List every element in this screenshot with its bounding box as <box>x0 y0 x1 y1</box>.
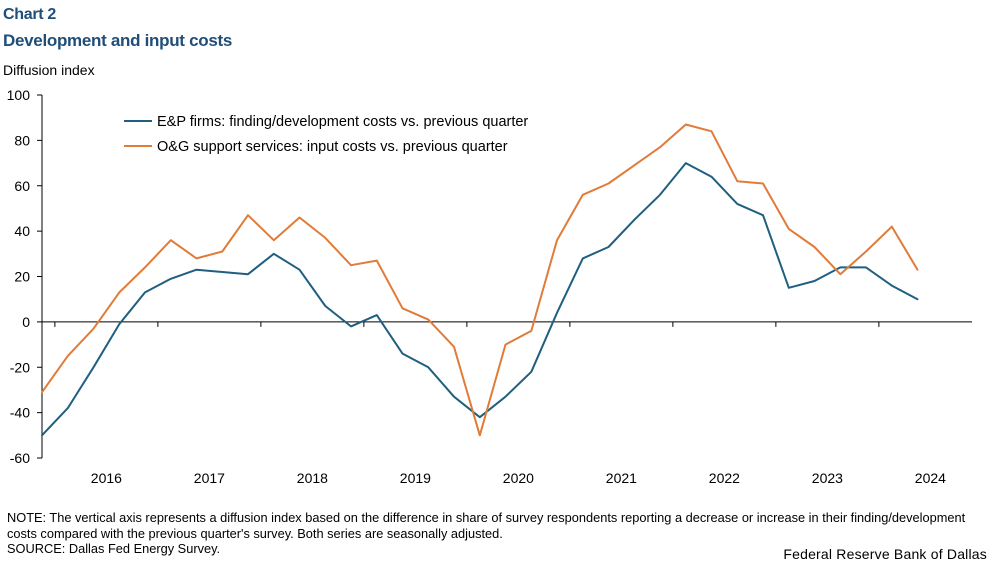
y-tick-label: 40 <box>14 223 30 239</box>
y-axis-unit-label: Diffusion index <box>3 62 95 78</box>
y-tick-label: 20 <box>14 269 30 285</box>
chart-axes <box>41 95 972 458</box>
x-year-label: 2017 <box>194 470 225 486</box>
x-year-label: 2016 <box>91 470 122 486</box>
x-year-label: 2020 <box>503 470 534 486</box>
x-year-label: 2018 <box>297 470 328 486</box>
legend-label: O&G support services: input costs vs. pr… <box>157 139 508 155</box>
x-year-label: 2023 <box>812 470 843 486</box>
series-lines <box>41 123 919 437</box>
chart-title: Development and input costs <box>3 31 232 50</box>
y-tick-label: -60 <box>10 450 30 466</box>
y-tick-label: -40 <box>10 405 30 421</box>
y-tick-label: 100 <box>7 87 31 103</box>
x-year-label: 2019 <box>400 470 431 486</box>
y-tick-label: -20 <box>10 359 30 375</box>
x-year-label: 2021 <box>606 470 637 486</box>
x-year-label: 2022 <box>709 470 740 486</box>
chart-source: SOURCE: Dallas Fed Energy Survey. <box>7 541 221 556</box>
y-tick-label: 60 <box>14 178 30 194</box>
series-line-og-support <box>41 123 919 437</box>
y-tick-label: 0 <box>22 314 30 330</box>
x-axis-year-labels: 2016 2017 2018 2019 2020 2021 2022 2023 2024 <box>91 470 946 486</box>
y-axis-ticks: -60 -40 -20 0 20 40 60 80 100 <box>7 87 42 466</box>
chart-credit: Federal Reserve Bank of Dallas <box>783 546 987 562</box>
x-axis-ticks <box>54 321 880 327</box>
chart-legend: E&P firms: finding/development costs vs.… <box>124 114 528 155</box>
x-year-label: 2024 <box>915 470 946 486</box>
chart-number-label: Chart 2 <box>3 6 57 23</box>
legend-label: E&P firms: finding/development costs vs.… <box>157 114 528 130</box>
y-tick-label: 80 <box>14 132 30 148</box>
series-line-ep-firms <box>41 162 919 437</box>
chart-note: NOTE: The vertical axis represents a dif… <box>7 510 966 541</box>
